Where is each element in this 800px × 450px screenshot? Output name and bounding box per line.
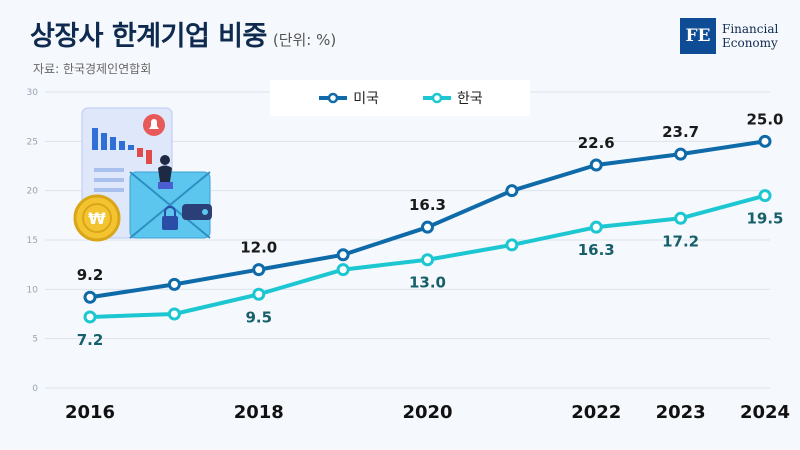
illustration: ₩ xyxy=(73,107,212,242)
y-tick-label: 0 xyxy=(32,384,38,394)
data-label-kr: 19.5 xyxy=(746,210,783,228)
legend-item-kr: 한국 xyxy=(421,88,483,108)
data-point-kr xyxy=(505,238,519,252)
svg-text:₩: ₩ xyxy=(88,209,106,228)
legend: 미국 한국 xyxy=(270,80,530,116)
data-point-us xyxy=(589,158,603,172)
data-label-us: 9.2 xyxy=(77,266,104,284)
y-tick-label: 20 xyxy=(27,187,39,197)
y-tick-label: 30 xyxy=(27,88,39,98)
y-tick-label: 15 xyxy=(27,236,38,246)
logo-line2: Economy xyxy=(722,36,778,50)
data-point-us xyxy=(505,184,519,198)
data-point-kr xyxy=(674,211,688,225)
brand-logo: FE Financial Economy xyxy=(680,18,778,54)
x-tick-label: 2023 xyxy=(656,402,706,423)
source-note: 자료: 한국경제인연합회 xyxy=(33,62,152,76)
legend-line-kr-icon xyxy=(423,92,451,104)
data-point-kr xyxy=(167,307,181,321)
x-tick-label: 2024 xyxy=(740,402,790,423)
data-point-us xyxy=(336,248,350,262)
data-point-us xyxy=(674,147,688,161)
data-label-us: 16.3 xyxy=(409,196,446,214)
data-point-kr xyxy=(589,220,603,234)
y-tick-label: 5 xyxy=(32,335,38,345)
legend-item-us: 미국 xyxy=(317,88,379,108)
data-label-kr: 7.2 xyxy=(77,331,104,349)
data-point-kr xyxy=(421,253,434,267)
data-point-us xyxy=(252,263,266,277)
y-tick-label: 25 xyxy=(27,137,38,147)
data-label-kr: 9.5 xyxy=(245,308,272,326)
data-point-us xyxy=(167,277,181,291)
data-label-us: 22.6 xyxy=(578,134,615,152)
logo-line1: Financial xyxy=(722,22,779,36)
x-tick-label: 2018 xyxy=(234,402,284,423)
data-point-kr xyxy=(252,287,266,301)
data-point-kr xyxy=(83,310,97,324)
data-point-us xyxy=(83,290,97,304)
x-tick-label: 2022 xyxy=(571,402,621,423)
y-tick-label: 10 xyxy=(27,285,39,295)
unit-label: (단위: %) xyxy=(272,31,337,49)
data-point-kr xyxy=(758,189,772,203)
logo-text: Financial Economy xyxy=(722,22,778,50)
page-title: 상장사 한계기업 비중 (단위: %) xyxy=(30,14,336,53)
data-label-kr: 13.0 xyxy=(409,274,446,292)
x-tick-label: 2020 xyxy=(402,402,452,423)
title-text: 상장사 한계기업 비중 xyxy=(30,21,267,52)
data-point-kr xyxy=(336,263,350,277)
logo-mark: FE xyxy=(680,18,716,54)
legend-line-us-icon xyxy=(319,92,348,104)
data-label-kr: 17.2 xyxy=(662,232,699,250)
data-label-kr: 16.3 xyxy=(578,241,615,259)
legend-label-kr: 한국 xyxy=(457,91,483,107)
data-point-us xyxy=(421,220,434,234)
data-label-us: 23.7 xyxy=(662,123,699,141)
data-label-us: 12.0 xyxy=(240,239,277,257)
data-point-us xyxy=(758,134,772,148)
legend-label-us: 미국 xyxy=(353,91,379,107)
data-label-us: 25.0 xyxy=(746,110,783,128)
x-tick-label: 2016 xyxy=(65,402,115,423)
